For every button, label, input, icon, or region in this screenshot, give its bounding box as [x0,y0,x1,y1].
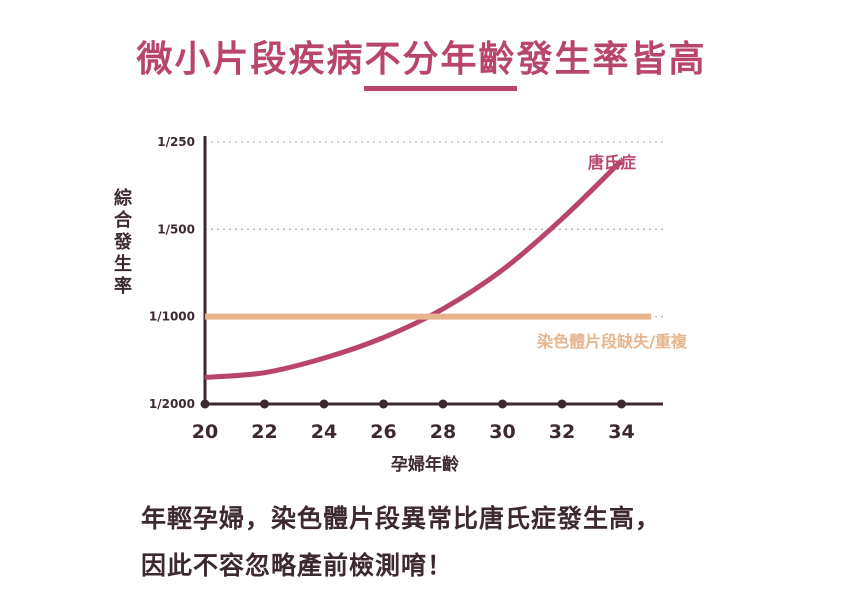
caption-line-1: 年輕孕婦，染色體片段異常比唐氏症發生高， [141,504,662,533]
x-tick-label: 32 [549,421,575,443]
y-tick-label: 1/1000 [149,310,195,324]
series-label-microdeletion: 染色體片段缺失/重複 [536,332,688,351]
y-tick-label: 1/2000 [149,397,195,411]
x-tick-label: 24 [311,421,337,443]
x-tick-dot [557,399,567,409]
x-tick-dot [319,399,329,409]
caption-line-2: 因此不容忽略產前檢測唷！ [141,551,454,580]
x-tick-dot [498,399,507,409]
caption: 年輕孕婦，染色體片段異常比唐氏症發生高， 因此不容忽略產前檢測唷！ [141,495,801,589]
x-tick-label: 30 [489,421,515,443]
x-tick-label: 22 [251,421,277,443]
x-tick-label: 26 [370,421,396,443]
x-tick-label: 28 [430,421,456,443]
x-tick-dot [379,399,388,409]
y-axis-title: 綜合發生率 [113,187,133,297]
series-label-down-syndrome: 唐氏症 [588,153,636,172]
title-part2: 發生率皆高 [516,39,707,80]
x-tick-label: 20 [192,421,218,443]
x-tick-label: 34 [608,421,634,443]
x-tick-dot [617,399,626,409]
title-part1: 微小片段疾病 [136,39,365,80]
y-tick-label: 1/250 [157,135,195,149]
x-axis-title: 孕婦年齡 [391,454,459,475]
x-tick-dot [200,399,210,409]
x-tick-dot [260,399,269,409]
title-highlight: 不分年齡 [364,30,517,91]
x-tick-dot [438,399,448,409]
page-title: 微小片段疾病不分年齡發生率皆高 [0,30,843,91]
y-tick-label: 1/500 [157,222,195,236]
